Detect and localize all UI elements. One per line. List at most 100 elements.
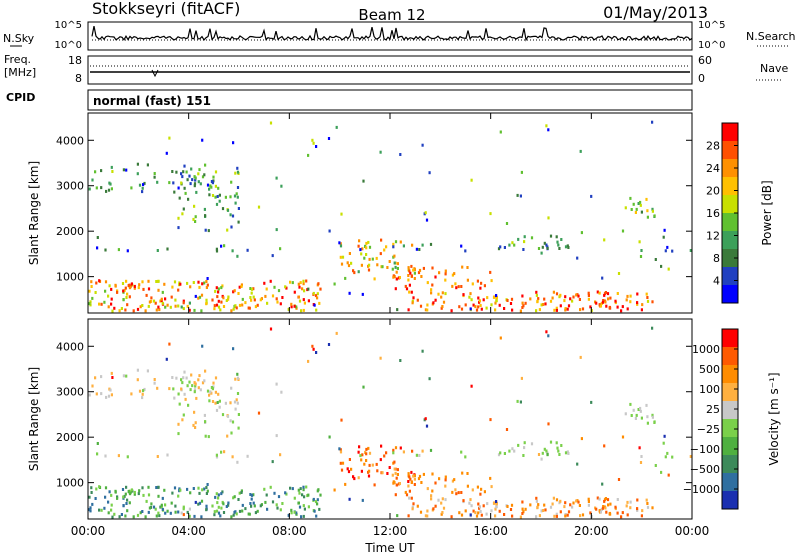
heatmap-cell <box>616 498 619 501</box>
heatmap-cell <box>219 514 222 518</box>
heatmap-cell <box>241 297 244 301</box>
heatmap-cell <box>538 514 541 518</box>
velocity-ytick-label: 2000 <box>56 431 84 444</box>
heatmap-cell <box>461 265 464 269</box>
heatmap-cell <box>214 195 217 199</box>
heatmap-cell <box>154 301 157 305</box>
heatmap-cell <box>220 450 223 454</box>
heatmap-cell <box>208 399 211 403</box>
heatmap-cell <box>298 285 301 289</box>
heatmap-cell <box>225 505 228 508</box>
heatmap-cell <box>88 495 91 499</box>
heatmap-cell <box>193 410 196 414</box>
heatmap-cell <box>211 194 215 197</box>
heatmap-cell <box>275 228 278 232</box>
heatmap-cell <box>424 308 427 312</box>
heatmap-cell <box>638 446 641 450</box>
heatmap-cell <box>651 120 654 124</box>
heatmap-cell <box>194 421 197 425</box>
heatmap-cell <box>232 141 235 145</box>
heatmap-cell <box>471 488 474 492</box>
heatmap-cell <box>444 272 447 276</box>
heatmap-cell <box>441 497 444 501</box>
velocity-colorbar-tick-label: −1000 <box>683 483 720 496</box>
velocity-ytick-label: 3000 <box>56 386 84 399</box>
heatmap-cell <box>629 500 632 504</box>
heatmap-cell <box>316 296 319 300</box>
heatmap-cell <box>381 471 384 475</box>
heatmap-cell <box>311 138 314 142</box>
power-colorbar-tick-label: 24 <box>706 162 720 175</box>
heatmap-cell <box>373 277 376 281</box>
heatmap-cell <box>621 305 624 309</box>
heatmap-cell <box>257 411 261 415</box>
heatmap-cell <box>460 450 463 454</box>
heatmap-cell <box>361 292 364 296</box>
heatmap-cell <box>450 515 453 519</box>
heatmap-cell <box>596 290 599 294</box>
heatmap-cell <box>629 506 632 510</box>
heatmap-cell <box>174 510 177 514</box>
velocity-colorbar-segment <box>722 383 738 401</box>
heatmap-cell <box>157 305 160 309</box>
heatmap-cell <box>545 330 548 334</box>
heatmap-cell <box>204 214 207 218</box>
heatmap-cell <box>460 513 464 517</box>
heatmap-cell <box>180 181 183 185</box>
heatmap-cell <box>221 413 225 417</box>
heatmap-cell <box>580 437 583 441</box>
heatmap-cell <box>636 301 639 305</box>
heatmap-cell <box>253 298 256 302</box>
heatmap-cell <box>466 472 469 475</box>
heatmap-cell <box>478 505 481 509</box>
heatmap-cell <box>297 501 300 505</box>
heatmap-cell <box>215 303 219 307</box>
heatmap-cell <box>651 207 654 211</box>
heatmap-cell <box>616 305 619 309</box>
heatmap-cell <box>194 426 197 429</box>
heatmap-cell <box>434 275 437 279</box>
heatmap-cell <box>236 392 240 395</box>
heatmap-cell <box>178 402 181 406</box>
heatmap-cell <box>217 299 220 303</box>
heatmap-cell <box>413 483 416 486</box>
heatmap-cell <box>164 503 167 507</box>
heatmap-cell <box>233 289 236 293</box>
heatmap-cell <box>230 225 233 229</box>
heatmap-cell <box>235 192 238 196</box>
velocity-colorbar-segment <box>722 491 738 509</box>
heatmap-cell <box>453 272 456 276</box>
heatmap-cell <box>572 501 575 505</box>
heatmap-cell <box>166 453 169 457</box>
heatmap-cell <box>88 289 91 293</box>
heatmap-cell <box>246 248 249 252</box>
heatmap-cell <box>132 515 135 519</box>
heatmap-cell <box>180 387 183 391</box>
heatmap-cell <box>462 293 465 297</box>
heatmap-cell <box>164 305 167 309</box>
heatmap-cell <box>236 460 239 464</box>
heatmap-cell <box>188 174 191 178</box>
heatmap-cell <box>474 511 477 515</box>
heatmap-cell <box>440 306 443 310</box>
heatmap-cell <box>186 487 189 491</box>
heatmap-cell <box>186 281 189 285</box>
heatmap-cell <box>412 268 415 272</box>
heatmap-cell <box>640 416 643 420</box>
heatmap-cell <box>418 474 422 478</box>
heatmap-cell <box>141 396 144 400</box>
heatmap-cell <box>543 503 546 507</box>
heatmap-cell <box>365 241 368 245</box>
heatmap-cell <box>182 299 185 303</box>
heatmap-cell <box>204 420 207 424</box>
heatmap-cell <box>417 271 421 275</box>
heatmap-cell <box>180 305 183 309</box>
heatmap-cell <box>201 138 204 142</box>
heatmap-cell <box>579 149 582 153</box>
heatmap-cell <box>365 447 368 451</box>
velocity-colorbar-tick-label: −500 <box>690 463 720 476</box>
heatmap-cell <box>559 293 562 297</box>
noise-panel-frame <box>87 21 693 51</box>
heatmap-cell <box>430 291 433 295</box>
heatmap-cell <box>299 487 302 491</box>
